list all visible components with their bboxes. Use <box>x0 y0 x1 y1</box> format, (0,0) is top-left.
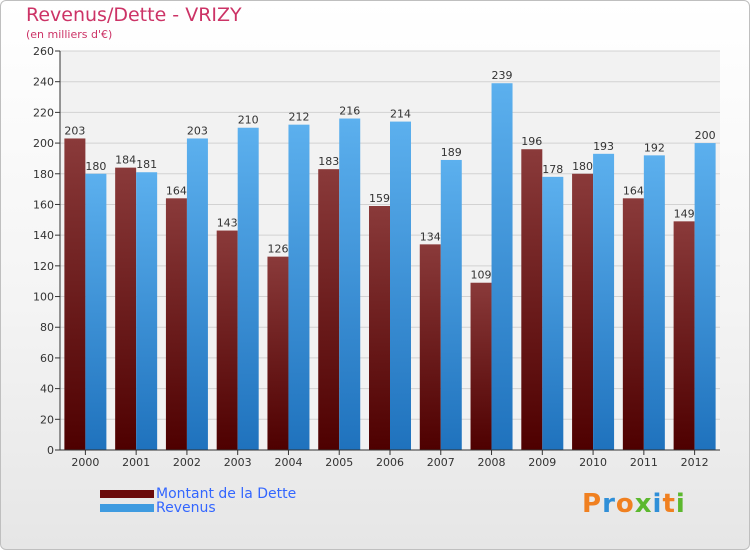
bar-debt <box>165 198 187 450</box>
chart-subtitle: (en milliers d'€) <box>26 28 113 41</box>
legend-label-debt: Montant de la Dette <box>156 486 297 502</box>
bar-debt <box>521 149 543 450</box>
bar-revenus <box>136 172 158 450</box>
y-tick-label: 140 <box>33 229 54 242</box>
bar-debt <box>267 256 289 450</box>
legend-label-revenus: Revenus <box>156 500 216 516</box>
x-tick-label: 2001 <box>122 456 150 469</box>
logo-letter: i <box>675 489 686 519</box>
legend-item-revenus: Revenus <box>100 501 216 515</box>
data-label-revenus: 192 <box>644 141 665 154</box>
bar-revenus <box>288 124 310 451</box>
x-tick-label: 2003 <box>224 456 252 469</box>
y-tick-label: 80 <box>40 321 54 334</box>
x-tick-label: 2002 <box>173 456 201 469</box>
y-tick-label: 20 <box>40 413 54 426</box>
bar-revenus <box>593 153 615 451</box>
y-tick-label: 200 <box>33 137 54 150</box>
y-tick-label: 240 <box>33 76 54 89</box>
data-label-debt: 184 <box>115 154 136 167</box>
data-label-revenus: 214 <box>390 108 411 121</box>
bar-revenus <box>85 173 107 450</box>
bar-debt <box>572 173 594 450</box>
x-tick-label: 2004 <box>274 456 302 469</box>
y-tick-label: 40 <box>40 383 54 396</box>
data-label-revenus: 180 <box>85 160 106 173</box>
bar-revenus <box>440 159 462 450</box>
data-label-debt: 183 <box>318 155 339 168</box>
x-tick-label: 2000 <box>71 456 99 469</box>
bar-revenus <box>542 176 564 451</box>
logo-letter: t <box>662 489 676 519</box>
proxiti-logo: Proxiti <box>582 489 686 519</box>
x-tick-label: 2007 <box>427 456 455 469</box>
y-tick-label: 100 <box>33 291 54 304</box>
data-label-debt: 196 <box>521 135 542 148</box>
data-label-debt: 109 <box>471 269 492 282</box>
bar-debt <box>622 198 644 450</box>
bar-revenus <box>339 118 361 451</box>
data-label-revenus: 181 <box>136 158 157 171</box>
x-tick-label: 2008 <box>478 456 506 469</box>
y-tick-label: 120 <box>33 260 54 273</box>
legend-item-debt: Montant de la Dette <box>100 487 296 501</box>
bar-revenus <box>390 121 411 450</box>
data-label-debt: 203 <box>64 124 85 137</box>
data-label-debt: 164 <box>166 184 187 197</box>
chart-title: Revenus/Dette - VRIZY <box>26 4 242 26</box>
data-label-debt: 164 <box>623 184 644 197</box>
bar-revenus <box>694 143 716 451</box>
y-tick-label: 160 <box>33 198 54 211</box>
bar-debt <box>64 138 86 450</box>
data-label-revenus: 189 <box>441 146 462 159</box>
y-tick-label: 220 <box>33 106 54 119</box>
data-label-revenus: 193 <box>593 140 614 153</box>
data-label-revenus: 200 <box>695 129 716 142</box>
bar-debt <box>115 167 137 450</box>
data-label-debt: 180 <box>572 160 593 173</box>
x-tick-label: 2005 <box>325 456 353 469</box>
x-tick-label: 2012 <box>681 456 709 469</box>
data-label-revenus: 203 <box>187 124 208 137</box>
logo-letter: P <box>582 489 603 519</box>
y-tick-label: 60 <box>40 352 54 365</box>
bar-debt <box>419 244 441 450</box>
x-tick-label: 2006 <box>376 456 404 469</box>
data-label-debt: 149 <box>674 207 695 220</box>
bar-revenus <box>237 127 259 450</box>
x-tick-label: 2011 <box>630 456 658 469</box>
logo-letter: i <box>652 489 663 519</box>
bar-debt <box>369 205 390 450</box>
data-label-debt: 126 <box>267 243 288 256</box>
x-tick-label: 2009 <box>528 456 556 469</box>
bar-revenus <box>643 155 665 450</box>
legend-swatch-debt <box>100 490 154 498</box>
y-tick-label: 180 <box>33 168 54 181</box>
bar-debt <box>216 230 238 450</box>
legend-swatch-revenus <box>100 504 154 512</box>
x-tick-label: 2010 <box>579 456 607 469</box>
logo-letter: x <box>634 489 653 519</box>
data-label-revenus: 239 <box>492 69 513 82</box>
data-label-revenus: 212 <box>288 111 309 124</box>
bar-debt <box>470 282 492 450</box>
logo-letter: r <box>602 489 616 519</box>
data-label-revenus: 178 <box>542 163 563 176</box>
y-tick-label: 0 <box>47 444 54 457</box>
data-label-debt: 143 <box>217 217 238 230</box>
data-label-revenus: 210 <box>238 114 259 127</box>
data-label-debt: 134 <box>420 230 441 243</box>
data-label-revenus: 216 <box>339 105 360 118</box>
bar-debt <box>318 169 340 450</box>
y-tick-label: 260 <box>33 45 54 58</box>
data-label-debt: 159 <box>369 192 390 205</box>
logo-letter: o <box>615 489 635 519</box>
bar-debt <box>673 221 695 450</box>
bar-revenus <box>491 83 513 450</box>
bar-revenus <box>186 138 208 450</box>
